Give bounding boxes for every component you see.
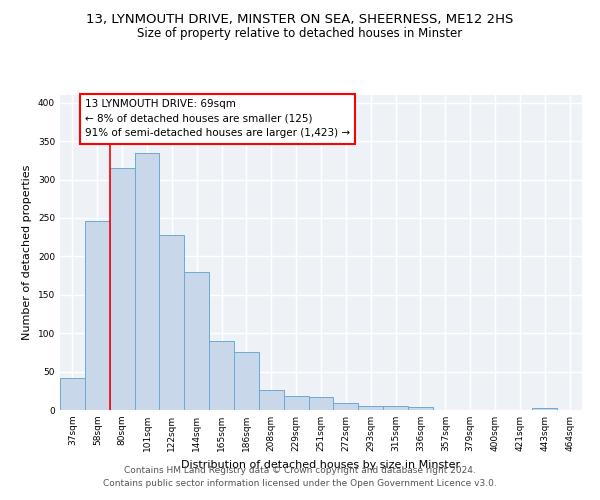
X-axis label: Distribution of detached houses by size in Minster: Distribution of detached houses by size … bbox=[181, 460, 461, 469]
Bar bbox=[308, 397, 334, 410]
Bar bbox=[209, 341, 234, 410]
Text: 13 LYNMOUTH DRIVE: 69sqm
← 8% of detached houses are smaller (125)
91% of semi-d: 13 LYNMOUTH DRIVE: 69sqm ← 8% of detache… bbox=[85, 99, 350, 138]
Bar bbox=[334, 403, 358, 410]
Bar bbox=[532, 408, 557, 410]
Bar bbox=[85, 221, 110, 410]
Bar bbox=[60, 378, 85, 410]
Bar bbox=[134, 152, 160, 410]
Bar bbox=[358, 406, 383, 410]
Y-axis label: Number of detached properties: Number of detached properties bbox=[22, 165, 32, 340]
Text: Size of property relative to detached houses in Minster: Size of property relative to detached ho… bbox=[137, 28, 463, 40]
Bar bbox=[408, 407, 433, 410]
Bar bbox=[383, 406, 408, 410]
Bar bbox=[259, 390, 284, 410]
Bar bbox=[160, 235, 184, 410]
Text: 13, LYNMOUTH DRIVE, MINSTER ON SEA, SHEERNESS, ME12 2HS: 13, LYNMOUTH DRIVE, MINSTER ON SEA, SHEE… bbox=[86, 12, 514, 26]
Text: Contains HM Land Registry data © Crown copyright and database right 2024.
Contai: Contains HM Land Registry data © Crown c… bbox=[103, 466, 497, 487]
Bar bbox=[110, 168, 134, 410]
Bar bbox=[284, 396, 308, 410]
Bar bbox=[234, 352, 259, 410]
Bar bbox=[184, 272, 209, 410]
